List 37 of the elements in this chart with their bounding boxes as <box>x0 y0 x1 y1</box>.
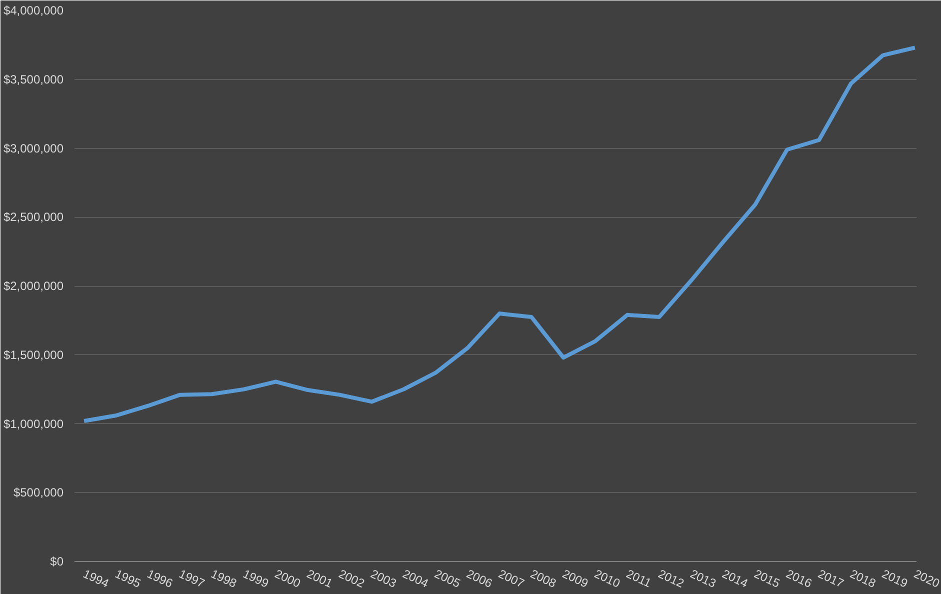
y-tick-label: $3,000,000 <box>3 141 64 156</box>
x-tick-label: 2020 <box>912 566 941 591</box>
x-tick-label: 2006 <box>464 566 495 591</box>
y-tick-label: $2,000,000 <box>3 279 64 293</box>
y-tick-label: $1,000,000 <box>3 416 64 431</box>
x-tick-label: 2002 <box>336 566 367 591</box>
x-tick-label: 2014 <box>720 566 750 591</box>
y-tick-label: $4,000,000 <box>3 4 64 18</box>
y-tick-label: $1,500,000 <box>3 348 64 362</box>
x-tick-label: 2016 <box>784 566 814 591</box>
x-tick-label: 2015 <box>752 566 782 591</box>
x-tick-label: 2017 <box>816 566 846 591</box>
x-tick-label: 2004 <box>400 566 431 591</box>
line-series <box>82 46 916 423</box>
y-tick-label: $500,000 <box>13 486 64 500</box>
x-tick-label: 2009 <box>560 566 591 591</box>
x-tick-label: 1996 <box>144 566 176 591</box>
x-tick-label: 2013 <box>688 566 718 591</box>
x-tick-label: 2005 <box>432 566 463 591</box>
x-tick-label: 2012 <box>656 566 687 591</box>
x-tick-label: 2001 <box>304 566 336 591</box>
x-tick-label: 1997 <box>176 566 208 591</box>
y-tick-label: $0 <box>50 554 64 568</box>
x-tick-label: 2018 <box>848 566 878 591</box>
x-tick-label: 2007 <box>496 566 527 591</box>
x-tick-label: 2011 <box>624 566 654 590</box>
x-tick-label: 2010 <box>592 566 623 591</box>
x-tick-label: 1994 <box>80 566 112 591</box>
x-tick-label: 1998 <box>208 566 240 591</box>
x-tick-label: 2019 <box>880 566 910 591</box>
x-tick-label: 2008 <box>528 566 559 591</box>
y-tick-label: $3,500,000 <box>3 72 64 86</box>
x-tick-label: 2000 <box>272 566 304 591</box>
x-tick-label: 1995 <box>112 566 144 591</box>
x-tick-label: 1999 <box>240 566 272 591</box>
y-tick-label: $2,500,000 <box>3 210 64 224</box>
x-tick-label: 2003 <box>368 566 399 591</box>
